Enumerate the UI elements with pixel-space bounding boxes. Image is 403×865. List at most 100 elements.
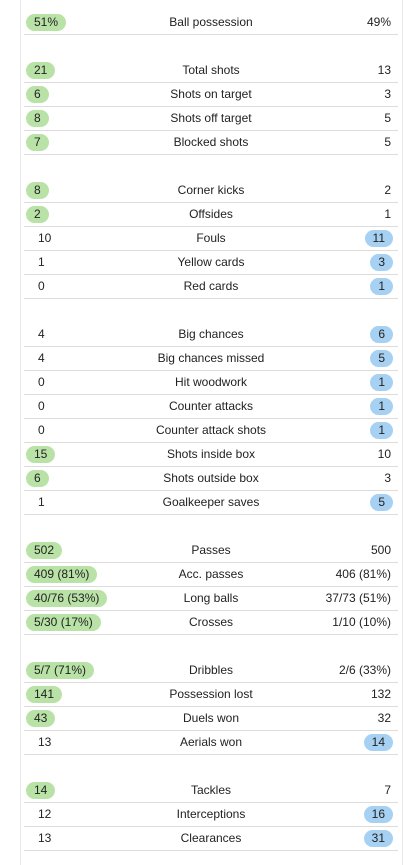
away-value-badge: 5 [370,494,393,511]
away-value-cell: 13 [370,59,393,82]
away-value-badge: 31 [363,830,393,847]
away-value-cell: 1 [370,395,393,418]
home-value-cell: 14 [26,779,56,802]
away-value: 32 [377,711,391,725]
stat-label: Shots inside box [166,447,256,461]
stat-label: Goalkeeper saves [162,495,260,509]
away-value-cell: 1 [370,371,393,394]
away-value-cell: 31 [363,827,393,850]
away-value-cell: 5 [370,347,393,370]
away-value-badge: 6 [370,326,393,343]
home-value-cell: 13 [26,827,59,850]
away-value-cell: 1 [376,203,393,226]
away-value: 1/10 (10%) [332,615,391,629]
away-value-cell: 10 [370,443,393,466]
away-value-badge: 1 [370,374,393,391]
home-value: 1 [38,255,45,269]
home-value: 4 [38,351,45,365]
away-value-badge: 14 [363,734,393,751]
home-value-cell: 6 [26,83,49,106]
away-value: 2 [384,183,391,197]
away-value: 5 [384,111,391,125]
away-value-badge: 5 [370,350,393,367]
stat-label: Shots outside box [163,471,259,485]
stat-label: Tackles [190,783,231,797]
stat-row-shots-outside-box: Shots outside box 6 3 [24,467,398,491]
home-value-cell: 2 [26,203,49,226]
stat-label: Total shots [182,63,240,77]
stat-row-shots-inside-box: Shots inside box 15 10 [24,443,398,467]
home-value-badge: 2 [26,206,49,223]
home-value-badge: 502 [26,542,63,559]
away-value-cell: 3 [376,467,393,490]
stat-label: Acc. passes [178,567,244,581]
stat-label: Interceptions [176,807,246,821]
home-value-badge: 7 [26,134,49,151]
home-value-badge: 51% [26,14,67,31]
away-value-cell: 37/73 (51%) [318,587,393,610]
home-value-cell: 5/30 (17%) [26,611,101,634]
away-value-cell: 6 [370,323,393,346]
stat-row-big-chances: Big chances 4 6 [24,323,398,347]
stat-row-counter-attacks: Counter attacks 0 1 [24,395,398,419]
away-value-cell: 16 [363,803,393,826]
stat-row-aerials-won: Aerials won 13 14 [24,731,398,755]
stat-label: Corner kicks [177,183,245,197]
away-value-cell: 5 [370,491,393,514]
home-value: 0 [38,423,45,437]
away-value: 13 [377,63,391,77]
away-value: 10 [377,447,391,461]
away-value-cell: 2/6 (33%) [331,659,393,682]
away-value-cell: 406 (81%) [328,563,393,586]
stat-label: Dribbles [188,663,233,677]
home-value: 12 [38,807,52,821]
home-value: 10 [38,231,52,245]
stat-label: Clearances [180,831,242,845]
stat-label: Counter attacks [168,399,254,413]
stat-label: Possession lost [169,687,253,701]
stat-row-long-balls: Long balls 40/76 (53%) 37/73 (51%) [24,587,398,611]
stat-label: Aerials won [179,735,243,749]
home-value-cell: 51% [26,11,67,34]
home-value: 0 [38,375,45,389]
stat-label: Big chances [178,327,244,341]
stat-label: Fouls [196,231,226,245]
stat-row-yellow-cards: Yellow cards 1 3 [24,251,398,275]
away-value-badge: 3 [370,254,393,271]
away-value-cell: 1 [370,419,393,442]
away-value-cell: 3 [376,83,393,106]
home-value-cell: 0 [26,275,53,298]
away-value-cell: 2 [376,179,393,202]
home-value-cell: 10 [26,227,59,250]
home-value-cell: 6 [26,467,49,490]
home-value-cell: 7 [26,131,49,154]
home-value-badge: 8 [26,182,49,199]
away-value-cell: 1 [370,275,393,298]
away-value: 37/73 (51%) [325,591,391,605]
away-value-cell: 7 [376,779,393,802]
stat-row-total-shots: Total shots 21 13 [24,59,398,83]
stat-row-clearances: Clearances 13 31 [24,827,398,851]
home-value: 1 [38,495,45,509]
home-value-cell: 4 [26,347,53,370]
away-value-cell: 11 [364,227,393,250]
stat-label: Passes [191,543,231,557]
stat-row-goalkeeper-saves: Goalkeeper saves 1 5 [24,491,398,515]
home-value-badge: 409 (81%) [26,566,98,583]
home-value-cell: 4 [26,323,53,346]
stat-label: Duels won [182,711,240,725]
stat-label: Yellow cards [177,255,245,269]
away-value-cell: 3 [370,251,393,274]
home-value-badge: 5/30 (17%) [26,614,101,631]
away-value-cell: 132 [363,683,393,706]
home-value-badge: 43 [26,710,56,727]
away-value: 5 [384,135,391,149]
stat-row-hit-woodwork: Hit woodwork 0 1 [24,371,398,395]
stat-row-offsides: Offsides 2 1 [24,203,398,227]
stat-row-tackles: Tackles 14 7 [24,779,398,803]
home-value-cell: 13 [26,731,59,754]
stat-row-red-cards: Red cards 0 1 [24,275,398,299]
home-value-badge: 14 [26,782,56,799]
away-value-cell: 14 [363,731,393,754]
